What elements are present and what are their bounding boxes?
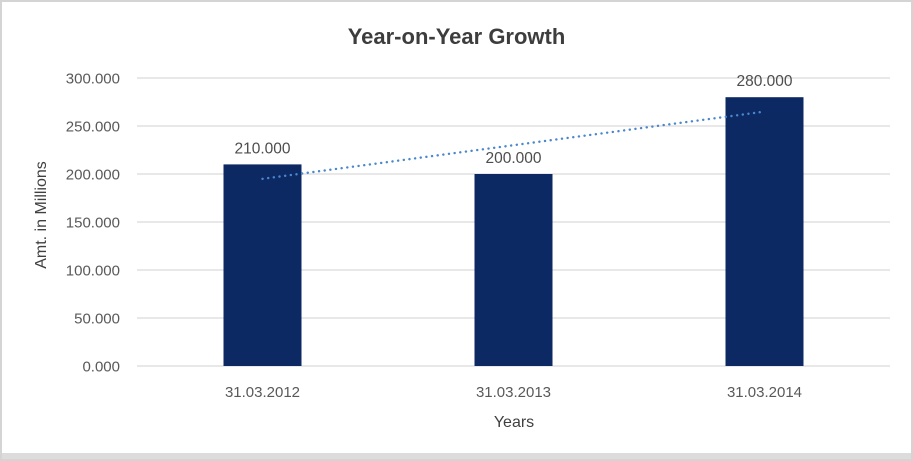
y-tick-label: 300.000 [66,71,120,88]
y-axis-title: Amt. in Millions [33,161,50,269]
x-tick-label: 31.03.2012 [225,384,300,401]
y-tick-label: 50.000 [74,311,120,328]
bottom-edge-strip [2,453,911,459]
bar [474,174,553,366]
bar [725,97,804,366]
x-axis-title: Years [493,414,535,431]
y-tick-label: 0.000 [82,359,120,376]
y-tick-label: 250.000 [66,119,120,136]
x-tick-label: 31.03.2013 [476,384,551,401]
bar-data-label: 280.000 [736,73,792,90]
y-tick-label: 150.000 [66,215,120,232]
bar-data-label: 200.000 [485,150,541,167]
y-tick-label: 200.000 [66,167,120,184]
trendline [261,110,766,181]
bar [223,164,302,366]
x-tick-label: 31.03.2014 [727,384,802,401]
chart-title: Year-on-Year Growth [347,24,566,49]
y-tick-label: 100.000 [66,263,120,280]
bar-data-label: 210.000 [234,140,290,157]
